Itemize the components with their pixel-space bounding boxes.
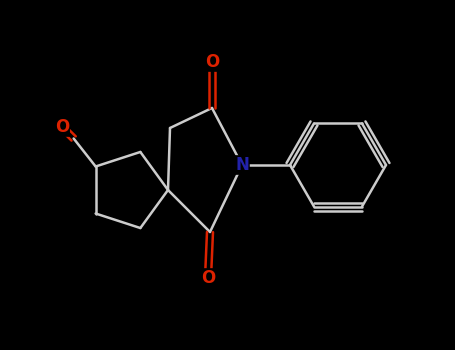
Text: O: O bbox=[205, 53, 219, 71]
Text: N: N bbox=[235, 156, 249, 174]
Text: O: O bbox=[201, 269, 215, 287]
Text: O: O bbox=[55, 118, 69, 136]
